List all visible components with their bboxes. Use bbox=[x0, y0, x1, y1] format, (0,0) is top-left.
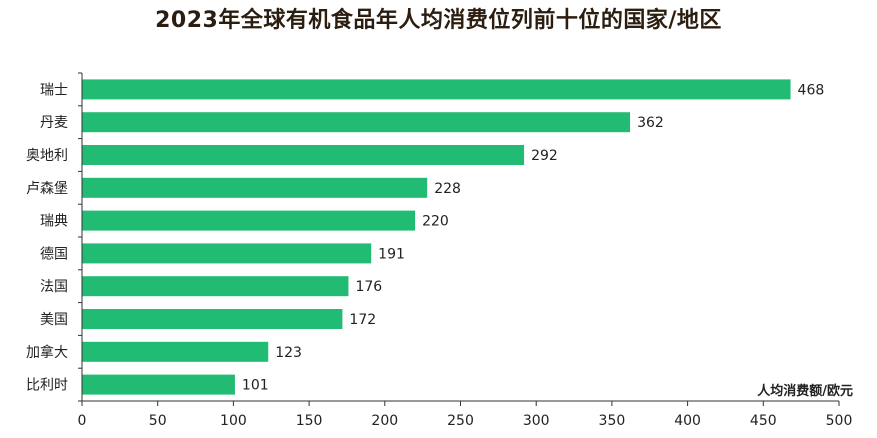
category-label: 卢森堡 bbox=[26, 181, 68, 197]
bar-6 bbox=[82, 243, 372, 264]
value-label: 468 bbox=[798, 82, 825, 98]
bar-5 bbox=[82, 210, 416, 231]
value-label: 220 bbox=[422, 214, 449, 230]
value-label: 101 bbox=[242, 378, 269, 394]
category-label: 丹麦 bbox=[40, 115, 68, 131]
value-label: 123 bbox=[275, 345, 302, 361]
chart-title: 2023年全球有机食品年人均消费位列前十位的国家/地区 bbox=[155, 8, 722, 33]
x-tick-label: 50 bbox=[149, 413, 167, 429]
bar-10 bbox=[82, 374, 235, 395]
value-label: 191 bbox=[378, 246, 405, 262]
bar-8 bbox=[82, 309, 343, 329]
bar-1 bbox=[82, 79, 791, 100]
value-label: 228 bbox=[434, 181, 461, 197]
x-tick-label: 250 bbox=[447, 413, 474, 429]
bar-4 bbox=[82, 177, 428, 198]
bar-9 bbox=[82, 341, 269, 362]
value-label: 172 bbox=[349, 312, 376, 328]
value-label: 292 bbox=[531, 148, 558, 164]
category-label: 法国 bbox=[40, 279, 68, 295]
category-label: 瑞典 bbox=[40, 214, 68, 230]
x-tick-label: 0 bbox=[78, 413, 87, 429]
x-tick-label: 150 bbox=[296, 413, 323, 429]
x-tick-label: 100 bbox=[220, 413, 247, 429]
category-label: 美国 bbox=[40, 312, 68, 328]
x-tick-label: 200 bbox=[371, 413, 398, 429]
x-tick-label: 350 bbox=[599, 413, 626, 429]
category-label: 瑞士 bbox=[40, 82, 68, 98]
x-tick-label: 450 bbox=[750, 413, 777, 429]
x-tick-label: 300 bbox=[523, 413, 550, 429]
value-label: 362 bbox=[637, 115, 664, 131]
x-tick-label: 500 bbox=[826, 413, 853, 429]
bar-3 bbox=[82, 145, 525, 165]
category-label: 奥地利 bbox=[26, 147, 68, 164]
value-label: 176 bbox=[355, 279, 382, 295]
x-axis-title: 人均消费额/欧元 bbox=[757, 383, 853, 399]
bar-7 bbox=[82, 276, 349, 297]
category-label: 加拿大 bbox=[26, 344, 68, 361]
category-label: 比利时 bbox=[26, 378, 68, 394]
x-tick-label: 400 bbox=[674, 413, 701, 429]
category-label: 德国 bbox=[40, 246, 68, 262]
bar-2 bbox=[82, 112, 631, 133]
